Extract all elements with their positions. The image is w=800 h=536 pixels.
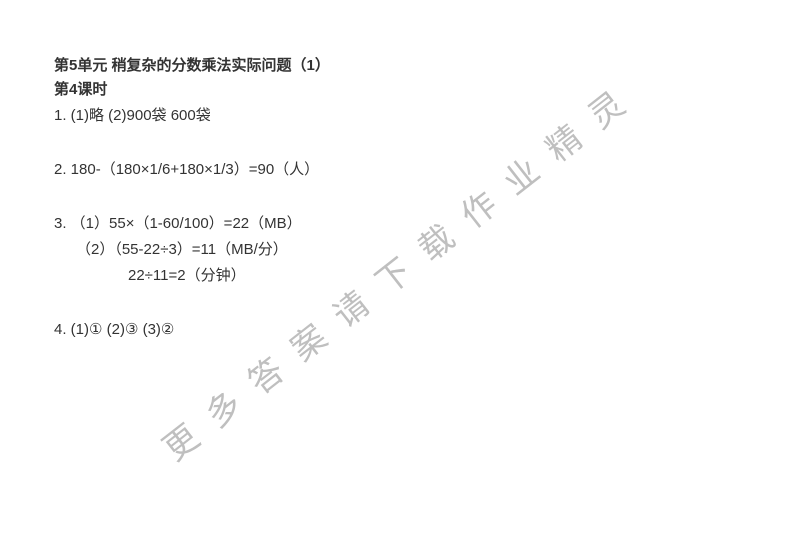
question-3-line-1: 3. （1）55×（1-60/100）=22（MB） [54, 212, 754, 236]
question-3-line-2: （2）（55-22÷3）=11（MB/分） [54, 238, 754, 262]
document-content: 第5单元 稍复杂的分数乘法实际问题（1） 第4课时 1. (1)略 (2)900… [54, 54, 754, 342]
lesson-title: 第4课时 [54, 78, 754, 102]
question-3-line-3: 22÷11=2（分钟） [54, 264, 754, 288]
question-2: 2. 180-（180×1/6+180×1/3）=90（人） [54, 158, 754, 182]
question-1: 1. (1)略 (2)900袋 600袋 [54, 104, 754, 128]
question-4: 4. (1)① (2)③ (3)② [54, 318, 754, 342]
unit-title: 第5单元 稍复杂的分数乘法实际问题（1） [54, 54, 754, 78]
